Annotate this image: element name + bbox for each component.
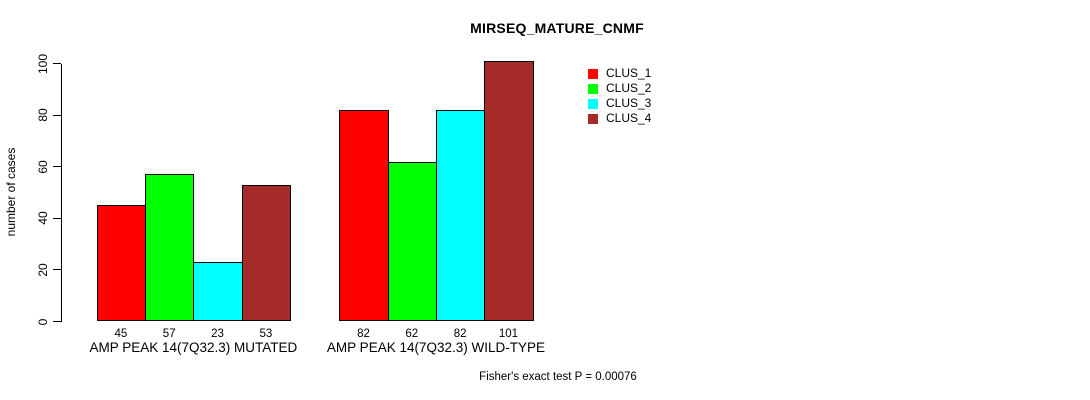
legend-swatch-clus_4 — [588, 113, 598, 124]
y-axis-tick — [52, 166, 61, 168]
bar-value-label: 62 — [405, 328, 419, 340]
bar-value-label: 57 — [162, 328, 176, 340]
bar-value-label: 53 — [259, 328, 273, 340]
legend-label: CLUS_4 — [606, 111, 652, 125]
y-axis-tick-label: 60 — [36, 160, 50, 174]
legend-item: CLUS_2 — [588, 81, 651, 96]
legend-swatch-clus_3 — [588, 98, 598, 109]
y-axis-tick-label: 80 — [36, 108, 50, 122]
legend-item: CLUS_1 — [588, 66, 651, 81]
y-axis-tick-label: 100 — [36, 53, 50, 74]
y-axis-tick — [52, 321, 61, 322]
bar-clus_1 — [96, 205, 147, 322]
y-axis-tick-label: 0 — [36, 318, 50, 325]
bar-clus_4 — [484, 60, 534, 322]
bar-value-label: 45 — [114, 328, 128, 340]
y-axis-tick — [52, 114, 61, 116]
y-axis-tick — [52, 63, 61, 64]
y-axis-line — [60, 63, 62, 322]
y-axis-title: number of cases — [4, 147, 18, 237]
x-group-label: AMP PEAK 14(7Q32.3) MUTATED — [89, 340, 298, 355]
legend-label: CLUS_3 — [606, 96, 652, 110]
y-axis-tick-label: 40 — [36, 211, 50, 225]
chart-title: MIRSEQ_MATURE_CNMF — [470, 20, 644, 36]
bar-clus_1 — [339, 109, 389, 322]
bar-clus_2 — [145, 174, 195, 322]
bar-clus_2 — [387, 161, 437, 322]
bar-clus_3 — [435, 109, 486, 322]
bar-value-label: 101 — [498, 328, 519, 340]
legend: CLUS_1 CLUS_2 CLUS_3 CLUS_4 — [588, 66, 651, 126]
bar-clus_4 — [241, 184, 292, 322]
y-axis-tick-label: 20 — [36, 263, 50, 277]
legend-label: CLUS_2 — [606, 81, 652, 95]
legend-swatch-clus_1 — [588, 68, 598, 79]
y-axis-tick — [52, 217, 61, 219]
y-axis-tick — [52, 269, 61, 271]
bar-clus_3 — [193, 262, 243, 322]
bar-value-label: 82 — [453, 328, 467, 340]
legend-label: CLUS_1 — [606, 66, 652, 80]
x-group-label: AMP PEAK 14(7Q32.3) WILD-TYPE — [326, 340, 545, 355]
legend-item: CLUS_3 — [588, 96, 651, 111]
footnote-text: Fisher's exact test P = 0.00076 — [479, 371, 637, 383]
legend-item: CLUS_4 — [588, 111, 651, 126]
bar-value-label: 82 — [357, 328, 370, 340]
bar-value-label: 23 — [211, 328, 224, 340]
legend-swatch-clus_2 — [588, 83, 598, 94]
